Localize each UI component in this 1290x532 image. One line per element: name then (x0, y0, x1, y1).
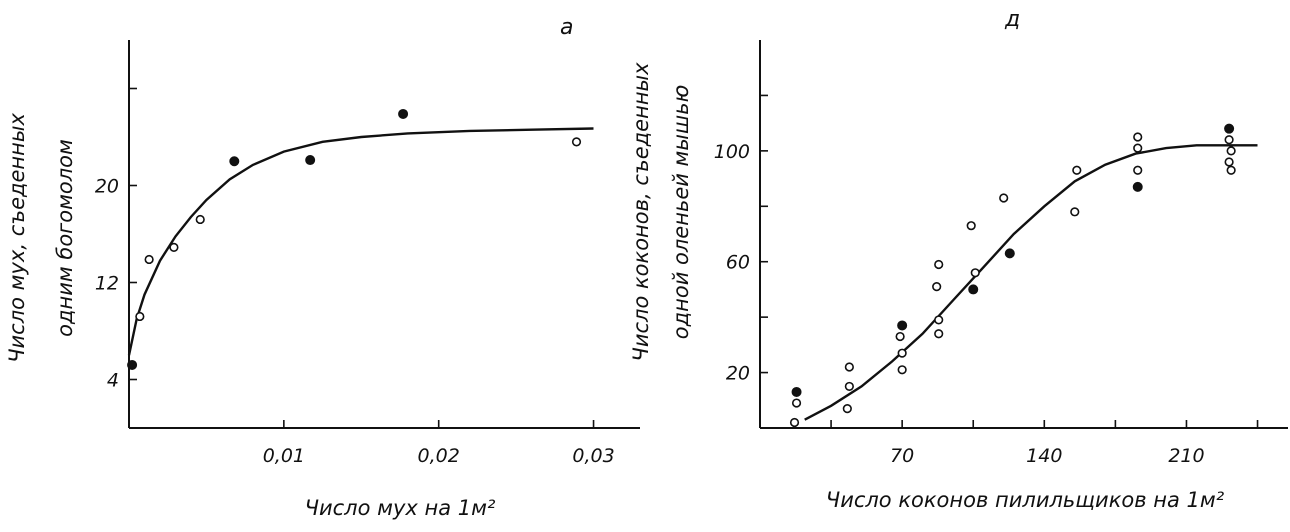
panel-a-data-point (195, 214, 205, 225)
panel-a-fit-curve (127, 127, 594, 356)
panel-d-data-point (897, 320, 908, 331)
panel-d-x-axis-title: Число коконов пилильщиков на 1м² (826, 488, 1225, 512)
panel-d-x-tick-label: 210 (1168, 445, 1204, 467)
panel-d-points (789, 123, 1236, 428)
panel-d-data-point (844, 381, 854, 392)
panel-a-ticks: 0,01 0,02 0,03 4 12 20 (95, 87, 615, 467)
panel-d-data-point (897, 348, 907, 358)
panel-d-y-tick-label: 20 (726, 363, 750, 385)
panel-d-data-point (789, 417, 800, 428)
panel-d-data-point (1226, 165, 1236, 175)
panel-d-data-point (844, 362, 854, 372)
panel-a-y-tick-label: 12 (95, 273, 119, 295)
panel-a-axes (128, 40, 640, 429)
panel-d-letter: д (1004, 7, 1020, 32)
panel-d-data-point (966, 221, 976, 231)
panel-d-data-point (970, 268, 980, 278)
panel-d-data-point (897, 365, 907, 375)
panel-d-data-point (1133, 143, 1143, 153)
panel-a-data-point (305, 155, 316, 166)
panel-d-data-point (1072, 165, 1082, 175)
panel-a-points (127, 108, 582, 370)
panel-d-x-tick-label: 70 (890, 445, 914, 467)
panel-a-y-tick-label: 20 (95, 176, 119, 198)
panel-a-x-tick-label: 0,02 (418, 445, 460, 467)
panel-a-data-point (135, 311, 145, 322)
panel-d-data-point (934, 329, 944, 339)
panel-a: a Число мух, съеденных одним богомолом Ч… (5, 15, 640, 520)
panel-d-data-point (895, 331, 905, 342)
panel-d-data-point (932, 282, 942, 292)
panel-a-x-axis-title: Число мух на 1м² (305, 496, 496, 520)
panel-d-y-axis-title-line2: одной оленьей мышью (669, 85, 693, 340)
panel-d-data-point (1224, 123, 1235, 134)
panel-d-data-point (842, 404, 852, 414)
panel-d-data-point (791, 398, 802, 408)
panel-a-data-point (229, 156, 240, 167)
panel-d-data-point (968, 284, 979, 295)
panel-d-y-tick-label: 100 (714, 141, 750, 163)
panel-a-y-axis-title: Число мух, съеденных одним богомолом (5, 113, 77, 363)
panel-a-y-axis-title-line2: одним богомолом (53, 139, 77, 337)
panel-d-data-point (791, 386, 802, 397)
panel-d-fit-curve (804, 144, 1258, 421)
panel-a-data-point (398, 108, 409, 119)
panel-a-curve (127, 127, 594, 356)
panel-a-data-point (571, 137, 582, 147)
panel-a-x-tick-label: 0,01 (263, 445, 305, 467)
panel-a-data-point (127, 359, 138, 370)
panel-d-y-axis-title-line1: Число коконов, съеденных (629, 62, 653, 362)
panel-d-y-tick-label: 60 (726, 252, 750, 274)
panel-d-data-point (1224, 135, 1234, 145)
panel-a-y-tick-label: 4 (107, 370, 119, 392)
panel-d-data-point (1133, 132, 1143, 142)
panel-d-data-point (999, 193, 1009, 203)
panel-d-data-point (1004, 248, 1015, 259)
panel-d-ticks: 70 140 210 20 60 100 (714, 94, 1259, 467)
panel-a-data-point (169, 242, 179, 252)
panel-a-x-tick-label: 0,03 (572, 445, 614, 467)
panel-d-data-point (1070, 207, 1080, 217)
panel-d-data-point (1133, 165, 1143, 175)
panel-a-letter: a (560, 15, 573, 40)
panel-d-data-point (934, 259, 944, 270)
panel-d-curve (804, 144, 1258, 421)
panel-d-data-point (934, 315, 944, 325)
panel-d-data-point (1226, 146, 1236, 156)
panel-d-x-tick-label: 140 (1026, 445, 1062, 467)
panel-d-data-point (1132, 181, 1143, 192)
panel-d-axes (759, 40, 1288, 429)
panel-d-y-axis-title: Число коконов, съеденных одной оленьей м… (629, 62, 693, 362)
panel-d: д Число коконов, съеденных одной оленьей… (629, 7, 1288, 512)
panel-d-data-point (1224, 157, 1234, 167)
panel-a-data-point (144, 254, 154, 265)
panel-a-y-axis-title-line1: Число мух, съеденных (5, 113, 29, 363)
